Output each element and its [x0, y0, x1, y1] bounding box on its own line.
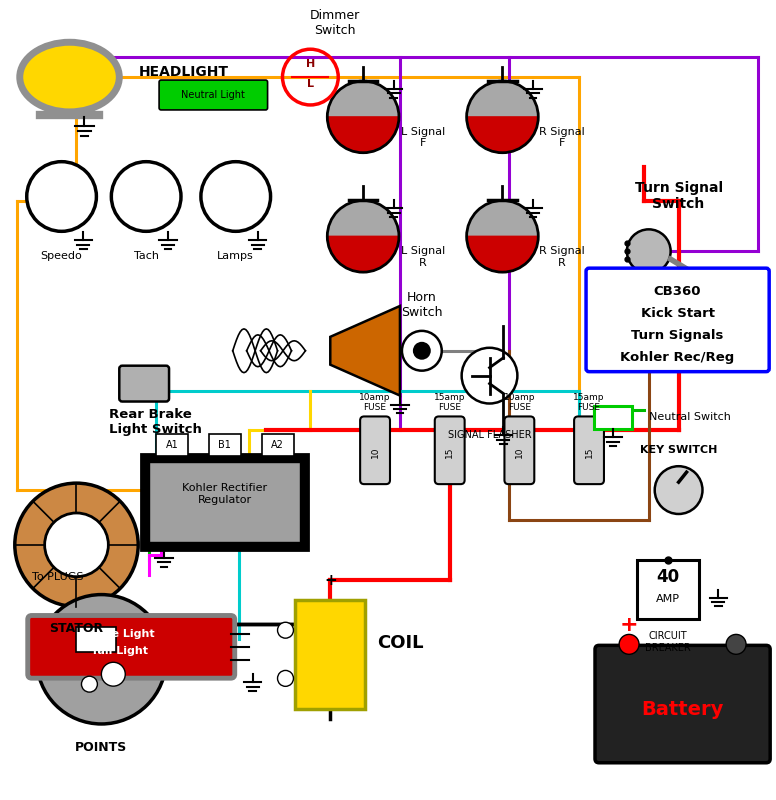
Polygon shape: [466, 81, 539, 117]
Text: L: L: [307, 79, 314, 89]
Text: 15: 15: [584, 446, 594, 458]
FancyBboxPatch shape: [574, 417, 604, 484]
Text: Neutral Light: Neutral Light: [181, 90, 244, 100]
Text: Tach: Tach: [133, 251, 158, 262]
FancyBboxPatch shape: [156, 434, 188, 456]
Circle shape: [655, 466, 702, 514]
Text: -: -: [732, 615, 741, 635]
Text: CIRCUIT
BREAKER: CIRCUIT BREAKER: [645, 631, 691, 653]
Text: A2: A2: [272, 440, 284, 450]
Text: 15: 15: [445, 446, 454, 458]
Polygon shape: [327, 117, 399, 153]
Text: H: H: [306, 59, 315, 69]
Polygon shape: [466, 201, 539, 236]
Text: B1: B1: [218, 440, 231, 450]
Text: A1: A1: [165, 440, 178, 450]
Text: 10amp
FUSE: 10amp FUSE: [359, 393, 391, 413]
FancyBboxPatch shape: [149, 462, 300, 542]
Text: COIL: COIL: [377, 634, 424, 652]
Text: Horn
Switch: Horn Switch: [401, 291, 442, 319]
Text: 15amp
FUSE: 15amp FUSE: [573, 393, 605, 413]
Polygon shape: [331, 306, 400, 395]
Polygon shape: [466, 117, 539, 153]
Text: HEADLIGHT: HEADLIGHT: [139, 65, 229, 79]
Text: Speedo: Speedo: [40, 251, 82, 262]
FancyBboxPatch shape: [360, 417, 390, 484]
Circle shape: [619, 634, 639, 654]
FancyBboxPatch shape: [141, 454, 308, 550]
Text: Rear Brake
Light Switch: Rear Brake Light Switch: [109, 409, 203, 437]
Text: Kohler Rec/Reg: Kohler Rec/Reg: [621, 350, 735, 364]
FancyBboxPatch shape: [594, 406, 632, 430]
Circle shape: [102, 662, 125, 686]
Text: L Signal
F: L Signal F: [400, 127, 445, 149]
Text: Turn Signals: Turn Signals: [632, 329, 724, 342]
FancyBboxPatch shape: [262, 434, 293, 456]
Text: Brake Light: Brake Light: [84, 630, 155, 639]
FancyBboxPatch shape: [77, 627, 116, 652]
Text: 40: 40: [656, 568, 679, 586]
Text: SIGNAL FLASHER: SIGNAL FLASHER: [448, 430, 532, 440]
Circle shape: [413, 342, 431, 360]
FancyBboxPatch shape: [159, 80, 268, 110]
Circle shape: [462, 348, 518, 403]
Circle shape: [201, 162, 271, 231]
Circle shape: [278, 622, 293, 638]
FancyBboxPatch shape: [637, 560, 698, 619]
Text: R Signal
R: R Signal R: [539, 246, 585, 268]
FancyBboxPatch shape: [120, 366, 169, 402]
Circle shape: [627, 230, 670, 273]
Polygon shape: [327, 201, 399, 236]
Text: 10: 10: [514, 446, 524, 458]
Text: +: +: [324, 573, 337, 588]
FancyBboxPatch shape: [586, 268, 769, 372]
FancyBboxPatch shape: [296, 599, 365, 709]
Text: Kohler Rectifier
Regulator: Kohler Rectifier Regulator: [182, 483, 268, 505]
Circle shape: [81, 676, 98, 692]
Circle shape: [402, 331, 442, 370]
Text: R Signal
F: R Signal F: [539, 127, 585, 149]
Text: 10amp
FUSE: 10amp FUSE: [504, 393, 535, 413]
Text: Dimmer
Switch: Dimmer Switch: [310, 10, 360, 38]
Text: STATOR: STATOR: [50, 622, 103, 635]
Text: KEY SWITCH: KEY SWITCH: [640, 446, 717, 455]
Polygon shape: [327, 236, 399, 272]
Circle shape: [726, 634, 746, 654]
Text: 10: 10: [371, 446, 379, 458]
Polygon shape: [327, 81, 399, 117]
Text: +: +: [620, 615, 639, 635]
FancyBboxPatch shape: [435, 417, 465, 484]
Text: CB360: CB360: [654, 285, 702, 298]
Text: AMP: AMP: [656, 594, 680, 603]
FancyBboxPatch shape: [28, 615, 234, 678]
Circle shape: [36, 594, 166, 724]
Polygon shape: [466, 236, 539, 272]
Circle shape: [111, 162, 181, 231]
Text: Turn Signal
Switch: Turn Signal Switch: [635, 182, 722, 211]
FancyBboxPatch shape: [504, 417, 535, 484]
Text: L Signal
R: L Signal R: [400, 246, 445, 268]
Circle shape: [278, 670, 293, 686]
FancyBboxPatch shape: [209, 434, 241, 456]
FancyBboxPatch shape: [595, 646, 770, 762]
Ellipse shape: [19, 42, 120, 112]
Text: Neutral Switch: Neutral Switch: [649, 413, 731, 422]
Circle shape: [15, 483, 138, 606]
Text: Kick Start: Kick Start: [641, 307, 715, 320]
Text: Battery: Battery: [642, 700, 724, 719]
Circle shape: [26, 162, 96, 231]
Circle shape: [45, 513, 109, 577]
Text: Tail Light: Tail Light: [91, 646, 147, 656]
Text: 15amp
FUSE: 15amp FUSE: [434, 393, 466, 413]
Text: Lamps: Lamps: [217, 251, 254, 262]
Text: To PLUGS: To PLUGS: [32, 572, 83, 582]
Text: POINTS: POINTS: [75, 741, 127, 754]
